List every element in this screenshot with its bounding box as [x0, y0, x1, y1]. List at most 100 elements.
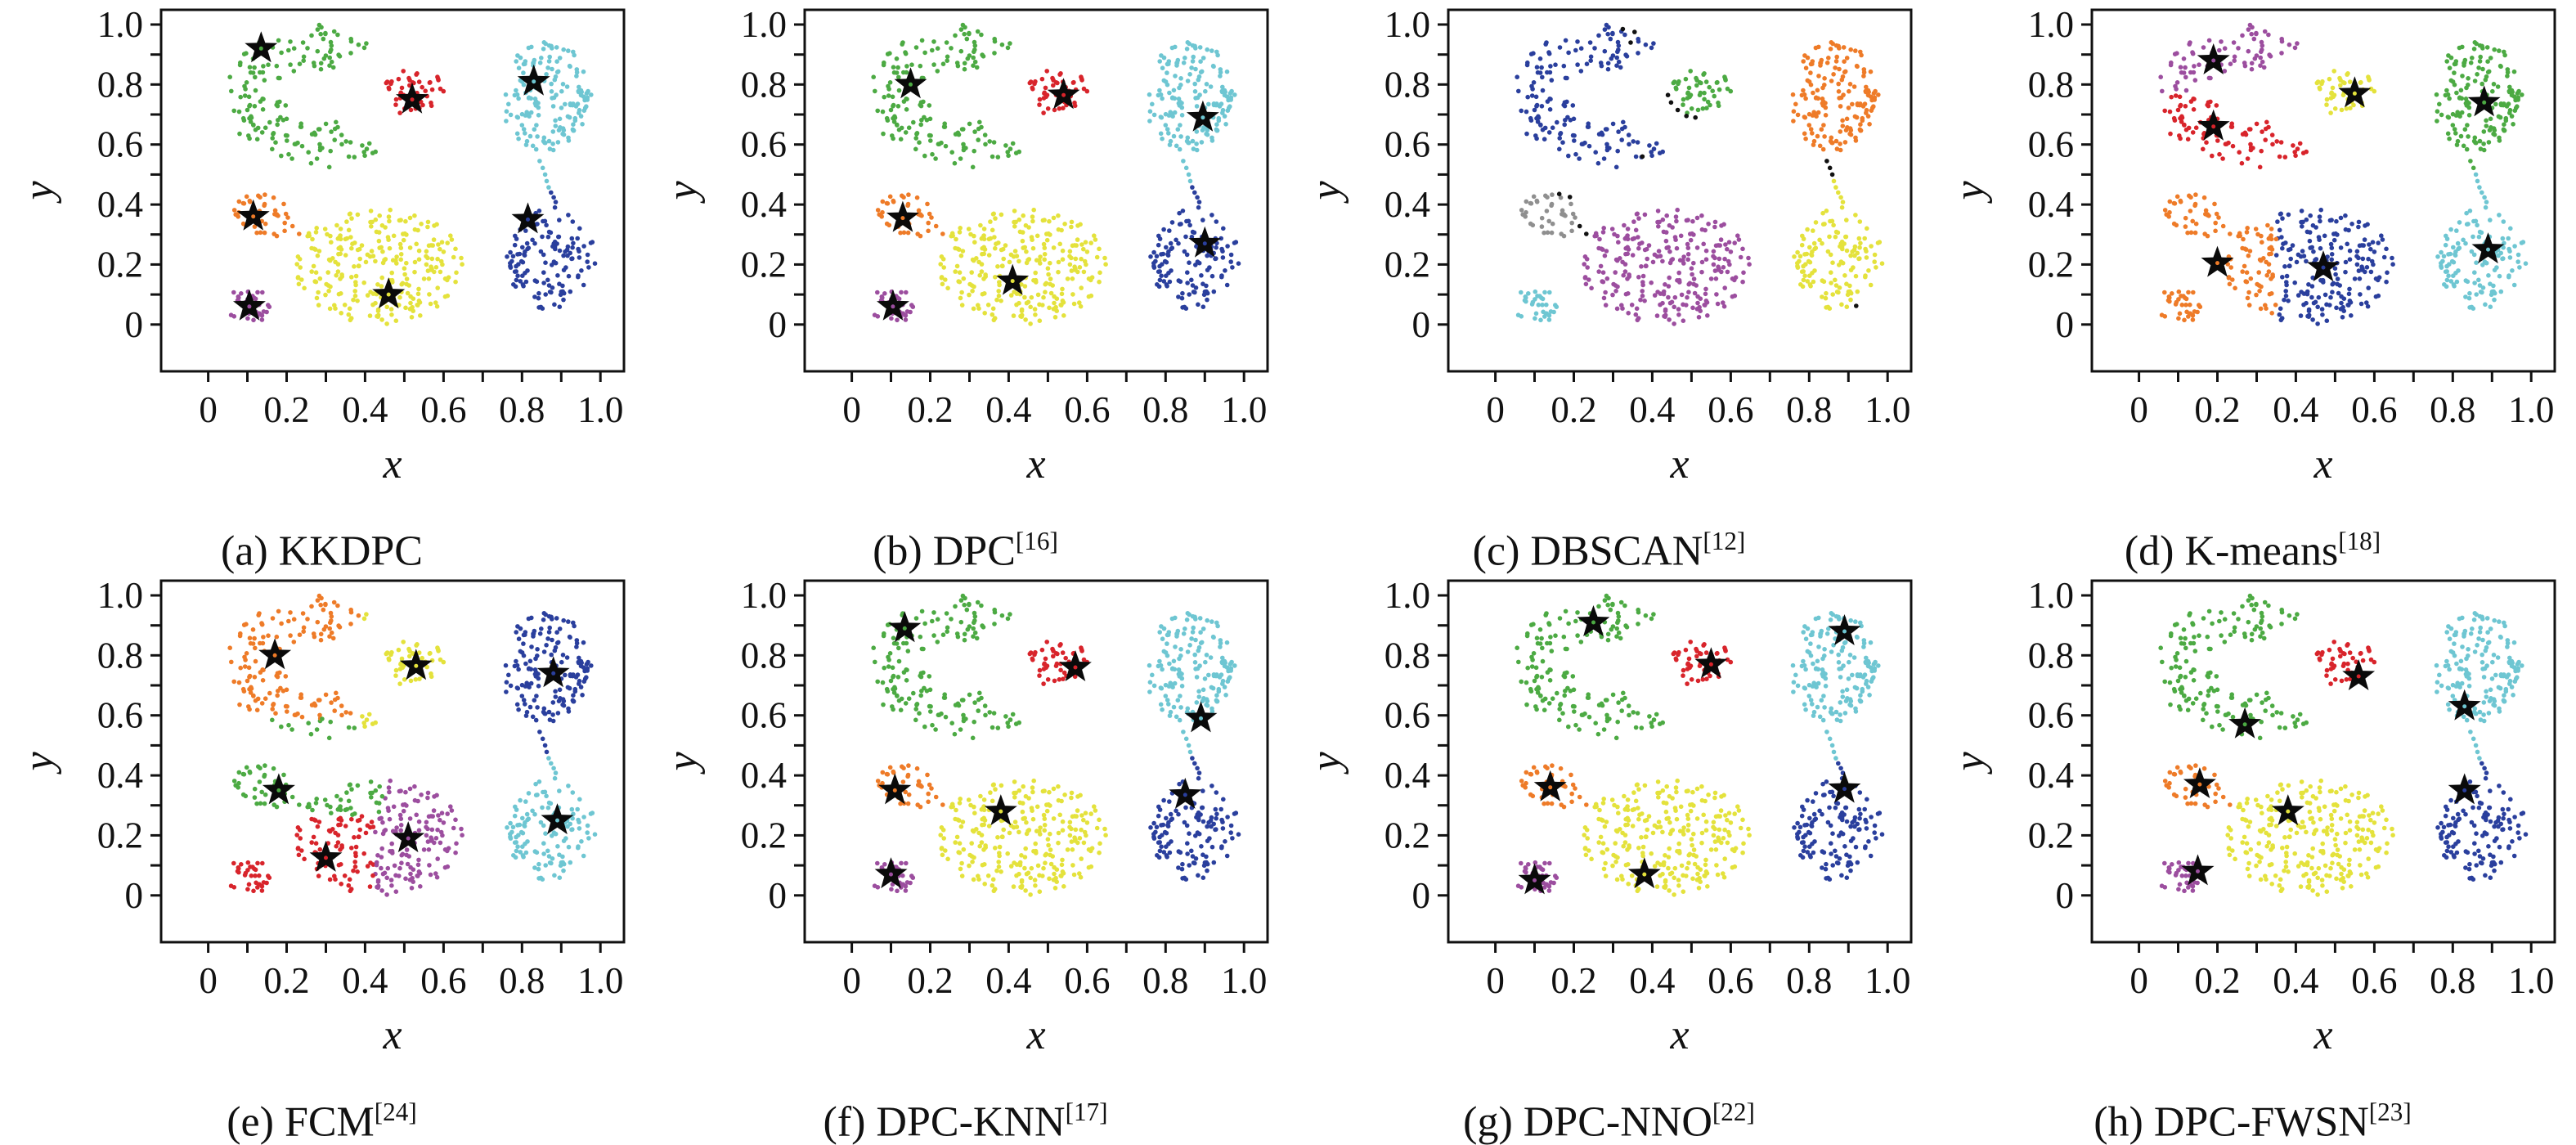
svg-text:0.8: 0.8 [2430, 389, 2475, 430]
svg-text:0.2: 0.2 [741, 244, 787, 285]
svg-text:0: 0 [842, 960, 861, 1001]
svg-text:x: x [2313, 441, 2332, 487]
svg-text:0.8: 0.8 [97, 64, 143, 105]
svg-text:1.0: 1.0 [741, 575, 787, 616]
svg-text:0: 0 [769, 875, 788, 916]
caption-text: (b) DPC [873, 528, 1016, 574]
caption-text: (g) DPC-NNO [1463, 1098, 1712, 1145]
svg-text:1.0: 1.0 [1865, 389, 1910, 430]
svg-text:0: 0 [2056, 304, 2075, 345]
svg-text:0.4: 0.4 [2273, 389, 2318, 430]
svg-text:0.4: 0.4 [2028, 184, 2074, 225]
svg-text:0.8: 0.8 [97, 635, 143, 676]
svg-text:0.4: 0.4 [1384, 184, 1430, 225]
svg-text:0.6: 0.6 [1384, 124, 1430, 165]
panel-caption-g: (g) DPC-NNO[22] [1463, 1094, 1755, 1142]
caption-text: (d) K-means [2125, 528, 2338, 574]
svg-text:1.0: 1.0 [741, 4, 787, 45]
svg-text:0.2: 0.2 [1551, 389, 1596, 430]
caption-reference: [23] [2369, 1098, 2412, 1126]
scatter-plot-e: 000.20.20.40.40.60.60.80.81.01.0xy [0, 571, 644, 1094]
panel-caption-c: (c) DBSCAN[12] [1473, 523, 1746, 571]
panel-caption-h: (h) DPC-FWSN[23] [2094, 1094, 2412, 1142]
svg-text:y: y [659, 752, 706, 775]
svg-text:x: x [382, 441, 402, 487]
svg-text:1.0: 1.0 [1221, 389, 1267, 430]
scatter-plot-b: 000.20.20.40.40.60.60.80.81.01.0xy [644, 0, 1287, 523]
svg-text:1.0: 1.0 [2028, 4, 2074, 45]
svg-text:x: x [1025, 1012, 1045, 1058]
panel-caption-e: (e) FCM[24] [227, 1094, 417, 1142]
svg-text:0.6: 0.6 [420, 389, 466, 430]
caption-reference: [18] [2338, 527, 2381, 555]
svg-text:0.2: 0.2 [263, 389, 309, 430]
svg-text:0.8: 0.8 [499, 960, 545, 1001]
svg-text:1.0: 1.0 [1221, 960, 1267, 1001]
caption-text: (a) KKDPC [221, 528, 423, 574]
svg-text:0.4: 0.4 [741, 184, 787, 225]
panel-caption-a: (a) KKDPC [221, 523, 423, 571]
panel-caption-f: (f) DPC-KNN[17] [823, 1094, 1107, 1142]
svg-text:0.8: 0.8 [2028, 64, 2074, 105]
svg-text:0.6: 0.6 [1064, 389, 1110, 430]
svg-text:0.6: 0.6 [1064, 960, 1110, 1001]
svg-text:0: 0 [199, 960, 218, 1001]
svg-text:y: y [1946, 181, 1993, 204]
figure-row-top: 0 0 0.2 0.2 0.4 0.4 0.6 0.6 0.8 0.8 1.0 1.0 x y (a) K… [0, 0, 2576, 571]
svg-text:0.6: 0.6 [2351, 389, 2397, 430]
caption-text: (h) DPC-FWSN [2094, 1098, 2369, 1145]
svg-text:0.2: 0.2 [2194, 389, 2240, 430]
svg-text:0.6: 0.6 [741, 124, 787, 165]
svg-text:0.6: 0.6 [97, 695, 143, 736]
svg-text:0.6: 0.6 [2028, 124, 2074, 165]
svg-text:y: y [16, 181, 62, 204]
caption-text: (e) FCM [227, 1098, 375, 1145]
svg-text:1.0: 1.0 [1384, 4, 1430, 45]
caption-text: (f) DPC-KNN [823, 1098, 1065, 1145]
svg-text:0.2: 0.2 [263, 960, 309, 1001]
svg-text:1.0: 1.0 [577, 960, 623, 1001]
svg-text:0.4: 0.4 [97, 184, 143, 225]
scatter-plot-a: 000.20.20.40.40.60.60.80.81.01.0xy [0, 0, 644, 523]
svg-text:0: 0 [769, 304, 788, 345]
svg-text:0.6: 0.6 [741, 695, 787, 736]
svg-text:0.8: 0.8 [1786, 389, 1832, 430]
caption-reference: [17] [1066, 1098, 1108, 1126]
svg-text:0.8: 0.8 [1142, 389, 1188, 430]
svg-text:0: 0 [199, 389, 218, 430]
svg-text:0.4: 0.4 [342, 389, 388, 430]
svg-text:0.4: 0.4 [342, 960, 388, 1001]
svg-text:0: 0 [125, 304, 144, 345]
svg-text:0.8: 0.8 [741, 635, 787, 676]
scatter-plot-h: 000.20.20.40.40.60.60.80.81.01.0xy [1931, 571, 2574, 1094]
caption-reference: [24] [375, 1098, 417, 1126]
svg-text:0.6: 0.6 [420, 960, 466, 1001]
svg-text:0.4: 0.4 [985, 960, 1031, 1001]
svg-text:0: 0 [125, 875, 144, 916]
svg-text:0.2: 0.2 [907, 389, 953, 430]
svg-text:y: y [659, 181, 706, 204]
svg-text:1.0: 1.0 [97, 575, 143, 616]
panel-caption-b: (b) DPC[16] [873, 523, 1058, 571]
svg-text:0: 0 [1412, 304, 1431, 345]
svg-text:0.6: 0.6 [97, 124, 143, 165]
svg-text:0.8: 0.8 [499, 389, 545, 430]
svg-text:1.0: 1.0 [97, 4, 143, 45]
svg-text:0.4: 0.4 [985, 389, 1031, 430]
svg-text:0.4: 0.4 [741, 755, 787, 796]
scatter-plot-d: 000.20.20.40.40.60.60.80.81.01.0xy [1931, 0, 2574, 523]
svg-text:0: 0 [842, 389, 861, 430]
scatter-plot-c: 000.20.20.40.40.60.60.80.81.01.0xy [1287, 0, 1931, 523]
caption-reference: [12] [1703, 527, 1745, 555]
svg-text:0.8: 0.8 [1142, 960, 1188, 1001]
scatter-plot-f: 000.20.20.40.40.60.60.80.81.01.0xy [644, 571, 1287, 1094]
svg-text:0.2: 0.2 [97, 244, 143, 285]
svg-text:0.2: 0.2 [907, 960, 953, 1001]
